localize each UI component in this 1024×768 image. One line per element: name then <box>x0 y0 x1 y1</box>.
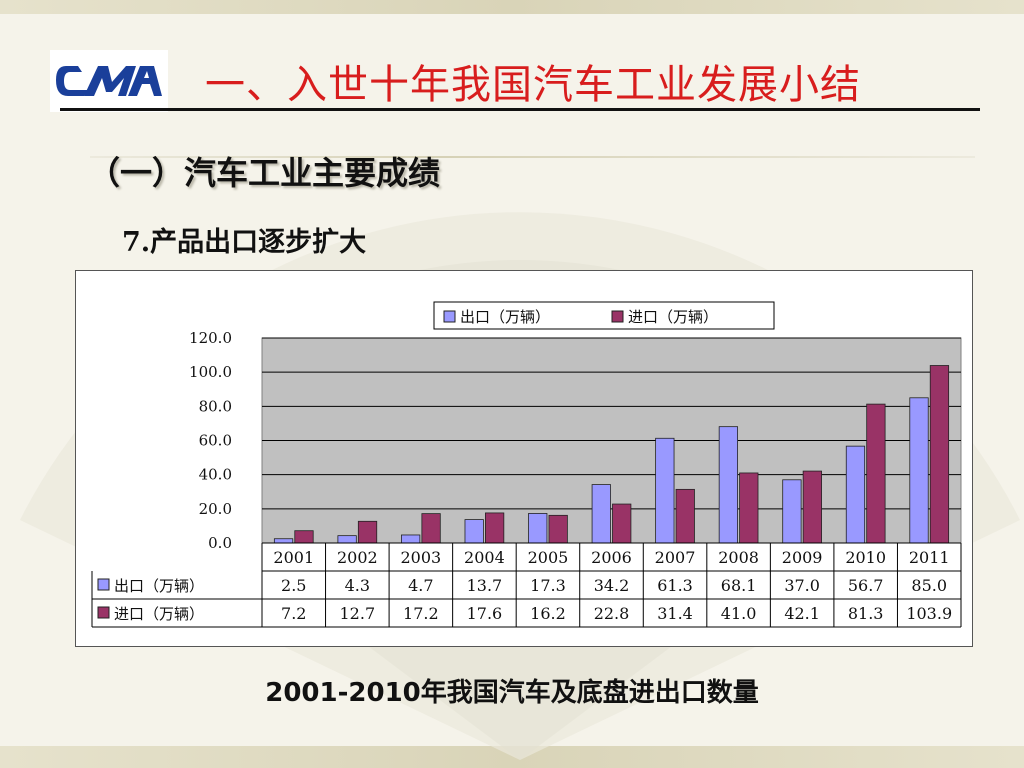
y-tick-label: 100.0 <box>189 363 232 381</box>
bar-import <box>675 488 695 544</box>
chart-caption: 2001-2010年我国汽车及底盘进出口数量 <box>265 678 759 708</box>
bar-import <box>929 365 950 544</box>
bar-export <box>401 534 421 544</box>
company-logo <box>50 50 168 112</box>
top-band <box>0 0 1024 14</box>
bar-chart: 0.0 20.0 40.0 60.0 80.0 100.0 120.0 2001 2.5 7.2 2… <box>91 301 962 628</box>
y-tick-label: 0.0 <box>208 534 232 552</box>
bar-import <box>485 512 505 544</box>
data-label-import: 41.0 <box>721 604 757 623</box>
x-tick-label: 2011 <box>909 548 950 567</box>
x-tick-label: 2004 <box>464 548 505 567</box>
data-label-import: 31.4 <box>657 604 693 623</box>
legend-box <box>433 301 775 330</box>
data-label-import: 17.6 <box>467 604 503 623</box>
bar-export <box>273 538 294 544</box>
bar-import <box>739 472 759 544</box>
x-tick-label: 2006 <box>591 548 632 567</box>
y-tick-label: 40.0 <box>199 466 232 484</box>
x-tick-label: 2003 <box>401 548 442 567</box>
x-tick-label: 2008 <box>718 548 759 567</box>
y-tick-label: 120.0 <box>189 329 232 347</box>
section-subtitle: （一）汽车工业主要成绩 <box>88 154 441 192</box>
bar-import <box>548 514 568 544</box>
bar-import <box>294 530 314 544</box>
data-label-export: 61.3 <box>657 576 693 595</box>
bar-import <box>612 503 632 544</box>
data-label-import: 22.8 <box>594 604 630 623</box>
bar-export <box>782 479 802 544</box>
data-label-export: 17.3 <box>530 576 566 595</box>
bar-export <box>909 397 929 544</box>
data-label-export: 56.7 <box>848 576 884 595</box>
bar-export <box>464 519 484 544</box>
data-label-import: 103.9 <box>906 604 952 623</box>
x-tick-label: 2001 <box>273 548 314 567</box>
data-label-import: 7.2 <box>281 604 306 623</box>
table-key-import <box>97 606 110 619</box>
bar-export <box>528 513 548 544</box>
bar-import <box>866 403 886 544</box>
data-label-export: 68.1 <box>721 576 757 595</box>
bar-export <box>718 426 738 544</box>
legend-key-export <box>443 310 456 323</box>
title-underline <box>60 108 980 111</box>
data-label-export: 4.3 <box>345 576 370 595</box>
data-label-import: 81.3 <box>848 604 884 623</box>
y-tick-label: 80.0 <box>199 397 232 415</box>
bar-export <box>591 484 611 544</box>
data-label-export: 34.2 <box>594 576 630 595</box>
legend-label-import: 进口（万辆） <box>628 308 718 326</box>
data-label-export: 4.7 <box>408 576 433 595</box>
bar-export <box>655 437 675 544</box>
bar-export <box>337 535 357 544</box>
y-tick-label: 20.0 <box>199 500 232 518</box>
bar-import <box>802 470 822 544</box>
legend-key-import <box>611 310 624 323</box>
table-row-header-export: 出口（万辆） <box>114 577 204 595</box>
data-label-import: 12.7 <box>340 604 376 623</box>
bottom-band <box>0 746 1024 768</box>
page-title: 一、入世十年我国汽车工业发展小结 <box>205 62 861 108</box>
data-label-export: 2.5 <box>281 576 306 595</box>
cm-logo-icon <box>56 66 162 96</box>
table-key-export <box>97 578 110 591</box>
bar-import <box>421 513 441 544</box>
data-label-export: 85.0 <box>911 576 947 595</box>
data-label-import: 16.2 <box>530 604 566 623</box>
data-label-import: 42.1 <box>784 604 820 623</box>
data-label-import: 17.2 <box>403 604 439 623</box>
bar-import <box>357 520 378 544</box>
x-tick-label: 2009 <box>782 548 823 567</box>
x-tick-label: 2010 <box>845 548 886 567</box>
x-tick-label: 2002 <box>337 548 378 567</box>
y-tick-label: 60.0 <box>199 432 232 450</box>
legend-label-export: 出口（万辆） <box>460 308 550 326</box>
x-tick-label: 2007 <box>655 548 696 567</box>
chart-frame: 0.0 20.0 40.0 60.0 80.0 100.0 120.0 2001 2.5 7.2 2… <box>75 270 973 647</box>
x-tick-label: 2005 <box>528 548 569 567</box>
data-label-export: 13.7 <box>467 576 503 595</box>
section-point: 7.产品出口逐步扩大 <box>122 227 367 258</box>
data-label-export: 37.0 <box>784 576 820 595</box>
table-row-header-import: 进口（万辆） <box>114 605 204 623</box>
bar-export <box>845 445 866 544</box>
subtitle-divider <box>90 156 975 158</box>
